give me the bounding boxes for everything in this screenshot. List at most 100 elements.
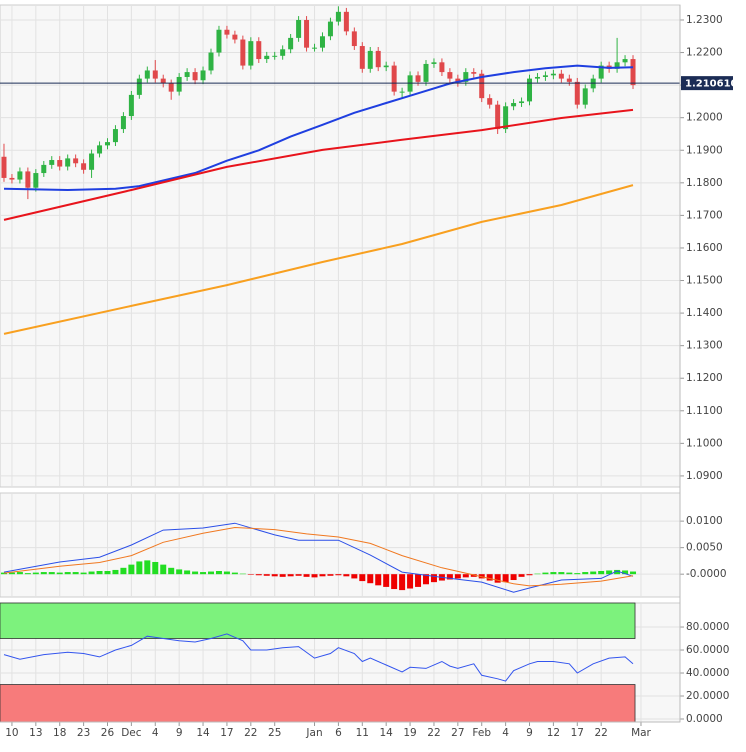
last-price-box	[681, 76, 733, 91]
y-tick-label: 40.0000	[686, 667, 729, 679]
x-tick-label: 14	[379, 727, 393, 739]
x-tick-label: 11	[356, 727, 369, 739]
candle-body	[25, 171, 31, 188]
histogram-bar	[208, 571, 215, 575]
x-tick-label: 25	[268, 727, 281, 739]
panel-background	[0, 492, 681, 598]
histogram-bar	[168, 567, 175, 575]
histogram-bar	[200, 572, 207, 575]
y-tick-label: -0.0000	[686, 568, 727, 580]
histogram-bar	[0, 572, 7, 575]
histogram-bar	[446, 574, 453, 580]
candle-body	[304, 19, 310, 48]
candle-body	[49, 160, 55, 165]
candle-body	[65, 158, 71, 167]
candle-body	[152, 70, 158, 79]
candle-body	[335, 11, 341, 22]
candle-body	[232, 34, 238, 40]
histogram-bar	[319, 574, 326, 577]
y-tick-label: 1.2000	[686, 112, 723, 124]
candle-body	[383, 65, 389, 68]
last-price-label: 1.210610	[685, 79, 738, 90]
histogram-bar	[295, 574, 302, 576]
indicator-line	[3, 184, 634, 335]
candle-body	[136, 78, 142, 95]
candle-body	[622, 59, 628, 63]
histogram-bar	[351, 574, 358, 579]
y-tick-label: 80.0000	[686, 621, 729, 633]
x-tick-label: 17	[220, 727, 233, 739]
candle-body	[41, 164, 47, 174]
histogram-bar	[518, 574, 525, 577]
histogram-bar	[311, 574, 318, 578]
histogram-bar	[534, 573, 541, 575]
histogram-bar	[399, 574, 406, 591]
histogram-bar	[152, 561, 159, 575]
histogram-bar	[223, 571, 230, 575]
candle-body	[550, 73, 556, 76]
indicator-line	[3, 64, 634, 192]
histogram-bar	[231, 572, 238, 575]
y-tick-label: 1.2300	[686, 14, 723, 26]
oversold-zone	[0, 684, 636, 723]
y-tick-label: 1.1100	[686, 405, 723, 417]
candle-body	[97, 145, 103, 154]
candle-body	[256, 41, 262, 60]
x-tick-label: 22	[427, 727, 440, 739]
candle-body	[296, 19, 302, 38]
x-tick-label: 17	[571, 727, 584, 739]
y-tick-label: 1.1900	[686, 144, 723, 156]
histogram-bar	[136, 561, 143, 575]
candle-body	[288, 37, 294, 50]
candle-body	[184, 72, 190, 77]
histogram-bar	[120, 567, 127, 575]
candle-body	[160, 78, 166, 84]
histogram-bar	[32, 572, 39, 575]
y-tick-label: 1.1700	[686, 209, 723, 221]
histogram-bar	[176, 569, 183, 575]
histogram-bar	[96, 571, 103, 575]
histogram-bar	[630, 571, 637, 575]
histogram-bar	[462, 574, 469, 578]
histogram-bar	[574, 573, 581, 575]
x-tick-label: 9	[526, 727, 533, 739]
candle-body	[9, 177, 15, 180]
x-tick-label: 4	[152, 727, 159, 739]
candle-body	[17, 171, 23, 180]
candle-body	[542, 75, 548, 77]
x-tick-label: Jan	[305, 727, 322, 739]
histogram-bar	[24, 573, 31, 575]
histogram-bar	[343, 574, 350, 577]
candle-body	[471, 72, 477, 74]
x-tick-label: 14	[196, 727, 210, 739]
indicator-line	[3, 522, 634, 593]
y-tick-label: 0.0050	[686, 542, 723, 554]
candle-body	[566, 78, 572, 82]
histogram-bar	[112, 569, 119, 575]
x-tick-label: 22	[244, 727, 257, 739]
candle-body	[534, 76, 540, 79]
y-tick-label: 0.0100	[686, 515, 723, 527]
histogram-bar	[56, 572, 63, 575]
x-tick-label: Dec	[121, 727, 142, 739]
candle-body	[104, 142, 110, 146]
candle-body	[248, 41, 254, 66]
candle-body	[423, 63, 429, 82]
y-tick-label: 1.2200	[686, 47, 723, 59]
candle-body	[630, 59, 636, 86]
histogram-bar	[271, 574, 278, 577]
histogram-bar	[255, 574, 262, 576]
histogram-bar	[526, 574, 533, 576]
candle-body	[415, 75, 421, 82]
candle-body	[598, 65, 604, 79]
histogram-bar	[550, 572, 557, 575]
histogram-bar	[502, 574, 509, 583]
candle-body	[439, 62, 445, 73]
y-tick-label: 0.0000	[686, 713, 723, 725]
candle-body	[495, 104, 501, 130]
candle-body	[112, 129, 118, 143]
x-tick-label: Mar	[631, 727, 651, 739]
candle-body	[176, 76, 182, 92]
histogram-bar	[263, 574, 270, 576]
histogram-bar	[566, 572, 573, 575]
